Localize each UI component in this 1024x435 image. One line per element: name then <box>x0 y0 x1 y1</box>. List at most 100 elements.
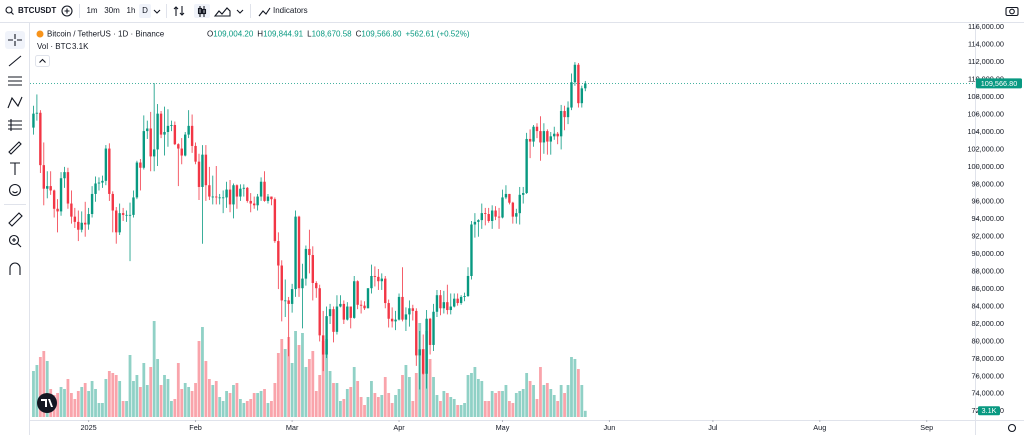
volume-bar <box>197 341 201 417</box>
volume-bar <box>301 333 304 417</box>
volume-bar <box>397 389 401 417</box>
candle-body <box>484 213 487 215</box>
volume-bar <box>249 399 253 417</box>
snapshot-button[interactable] <box>1005 6 1019 17</box>
zoom-tool[interactable] <box>8 234 20 246</box>
candle-body <box>70 203 73 217</box>
candle-type-icon <box>201 8 207 15</box>
x-tick-label: Jul <box>708 423 718 432</box>
volume-bar <box>456 405 460 417</box>
candle-body <box>352 281 356 318</box>
volume-bar <box>428 359 432 417</box>
volume-bar <box>225 391 228 417</box>
settings-button[interactable] <box>1007 423 1017 433</box>
candle-body <box>359 304 363 306</box>
ohlc-values: O109,004.20 H109,844.91 L108,670.58 C109,56… <box>207 30 470 39</box>
interval-button[interactable]: 1h <box>127 6 136 15</box>
candle-body <box>477 220 480 222</box>
symbol-search[interactable]: BTCUSDT <box>5 6 56 15</box>
volume-bar <box>394 395 397 417</box>
camera-icon <box>1005 6 1019 17</box>
volume-bar <box>532 385 535 417</box>
candle-body <box>470 224 473 276</box>
volume-bar <box>283 349 287 417</box>
ohlc-key: H <box>257 30 263 39</box>
candle-body <box>173 124 177 145</box>
indicators-button[interactable]: Indicators <box>258 6 308 17</box>
candle-body <box>77 221 80 230</box>
volume-bar <box>66 379 70 417</box>
emoji-tool[interactable] <box>8 183 22 197</box>
trend-line-tool[interactable] <box>8 55 22 67</box>
pattern-tool[interactable] <box>7 96 23 109</box>
volume-bar <box>221 401 225 417</box>
candle-type-icon[interactable] <box>199 6 205 17</box>
volume-bar <box>311 351 315 417</box>
volume-bar <box>211 385 215 417</box>
candle-body <box>508 193 511 203</box>
area-type-icon[interactable] <box>213 7 231 17</box>
volume-bar <box>501 391 504 417</box>
volume-bar <box>290 363 294 417</box>
interval-button[interactable]: D <box>142 6 148 15</box>
volume-bar <box>473 367 477 417</box>
compare-button[interactable] <box>61 5 73 17</box>
candle-body <box>518 194 521 214</box>
candle-body <box>328 309 332 317</box>
magnet-tool[interactable] <box>9 262 21 275</box>
candle-body <box>480 213 484 221</box>
candle-body <box>446 302 449 311</box>
ruler-tool[interactable] <box>8 212 23 227</box>
x-tick-label: 2025 <box>81 423 97 432</box>
candle-body <box>439 295 442 309</box>
brush-tool[interactable] <box>8 141 22 155</box>
candle-body <box>32 113 35 128</box>
volume-bar <box>411 401 415 417</box>
interval-button[interactable]: 30m <box>104 6 120 15</box>
volume-bar <box>363 405 366 417</box>
collapse-button[interactable] <box>35 55 50 67</box>
candle-body <box>490 210 494 221</box>
active-interval-bg <box>139 4 151 18</box>
volume-bar <box>414 373 418 417</box>
candle-type-icon <box>197 7 203 15</box>
volume-bar <box>42 351 46 417</box>
fib-tool[interactable] <box>8 76 22 86</box>
volume-bar <box>166 379 170 417</box>
ohlc-value: 109,004.20 <box>213 30 254 39</box>
y-tick-label: 88,000.00 <box>972 267 1004 276</box>
candle-body <box>187 125 190 135</box>
candle-body <box>570 82 573 108</box>
volume-bar <box>242 403 246 417</box>
candle-body <box>235 185 239 197</box>
volume-bar <box>383 377 387 417</box>
bar-replay-icon[interactable] <box>173 6 185 16</box>
volume-bar <box>525 373 529 417</box>
forecast-tool[interactable] <box>8 119 22 131</box>
volume-axis-label: 3.1K <box>981 406 996 415</box>
indicators-icon <box>258 7 271 17</box>
chevron[interactable] <box>153 9 161 14</box>
volume-bar <box>580 385 584 417</box>
candle-body <box>215 196 218 198</box>
candle-body <box>159 113 163 135</box>
candle-body <box>442 302 446 309</box>
x-tick-label: Apr <box>393 423 405 432</box>
volume-bar <box>35 365 39 417</box>
crosshair-tool[interactable] <box>8 34 22 46</box>
candle-body <box>259 181 263 197</box>
volume-bar <box>470 373 473 417</box>
candle-body <box>563 111 566 118</box>
volume-bar <box>294 331 297 417</box>
text-tool[interactable] <box>10 162 20 175</box>
chevron[interactable] <box>236 9 244 14</box>
candle-body <box>221 197 225 199</box>
y-tick-label: 74,000.00 <box>972 389 1004 398</box>
ohlc-value: 109,566.80 <box>361 30 402 39</box>
candle-body <box>125 214 128 216</box>
interval-button[interactable]: 1m <box>86 6 97 15</box>
volume-bar <box>376 397 380 417</box>
volume-bar <box>138 387 142 417</box>
candle-body <box>559 111 563 137</box>
y-tick-label: 96,000.00 <box>972 197 1004 206</box>
